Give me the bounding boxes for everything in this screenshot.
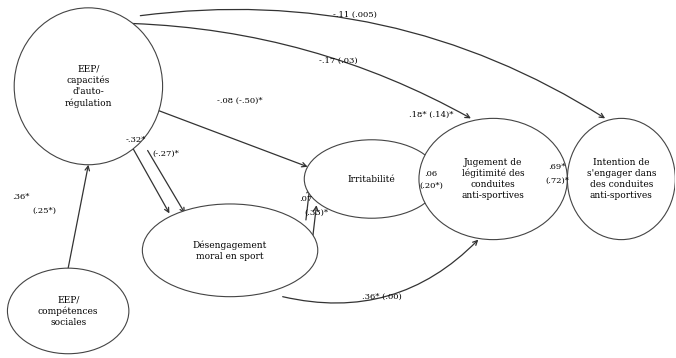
Text: Irritabilité: Irritabilité bbox=[348, 174, 395, 184]
Text: .18* (.14)*: .18* (.14)* bbox=[409, 111, 454, 119]
Ellipse shape bbox=[14, 8, 163, 165]
Ellipse shape bbox=[419, 118, 567, 240]
Text: Intention de
s'engager dans
des conduites
anti-sportives: Intention de s'engager dans des conduite… bbox=[587, 158, 656, 200]
Text: -.11 (.005): -.11 (.005) bbox=[333, 11, 377, 19]
Text: .07: .07 bbox=[299, 195, 313, 203]
Ellipse shape bbox=[304, 140, 439, 218]
Text: (.72)*: (.72)* bbox=[546, 177, 569, 185]
Ellipse shape bbox=[567, 118, 675, 240]
Text: -.17 (.03): -.17 (.03) bbox=[318, 57, 358, 65]
Ellipse shape bbox=[143, 204, 318, 297]
Ellipse shape bbox=[7, 268, 129, 354]
Text: Désengagement
moral en sport: Désengagement moral en sport bbox=[193, 240, 267, 261]
Text: -.32*: -.32* bbox=[126, 136, 146, 144]
Text: (.20*): (.20*) bbox=[419, 182, 443, 190]
Text: .36* (.00): .36* (.00) bbox=[362, 293, 402, 301]
Text: .36*: .36* bbox=[12, 193, 30, 201]
Text: EEP/
compétences
sociales: EEP/ compétences sociales bbox=[38, 295, 99, 327]
Text: .69*: .69* bbox=[548, 163, 566, 170]
Text: EEP/
capacités
d'auto-
régulation: EEP/ capacités d'auto- régulation bbox=[65, 64, 112, 108]
Text: -.08 (-.50)*: -.08 (-.50)* bbox=[218, 97, 263, 105]
Text: (.33)*: (.33)* bbox=[304, 209, 329, 217]
Text: (.25*): (.25*) bbox=[32, 207, 57, 215]
Text: .06: .06 bbox=[425, 170, 437, 178]
Text: (-.27)*: (-.27)* bbox=[153, 150, 179, 158]
Text: Jugement de
légitimité des
conduites
anti-sportives: Jugement de légitimité des conduites ant… bbox=[462, 158, 525, 200]
